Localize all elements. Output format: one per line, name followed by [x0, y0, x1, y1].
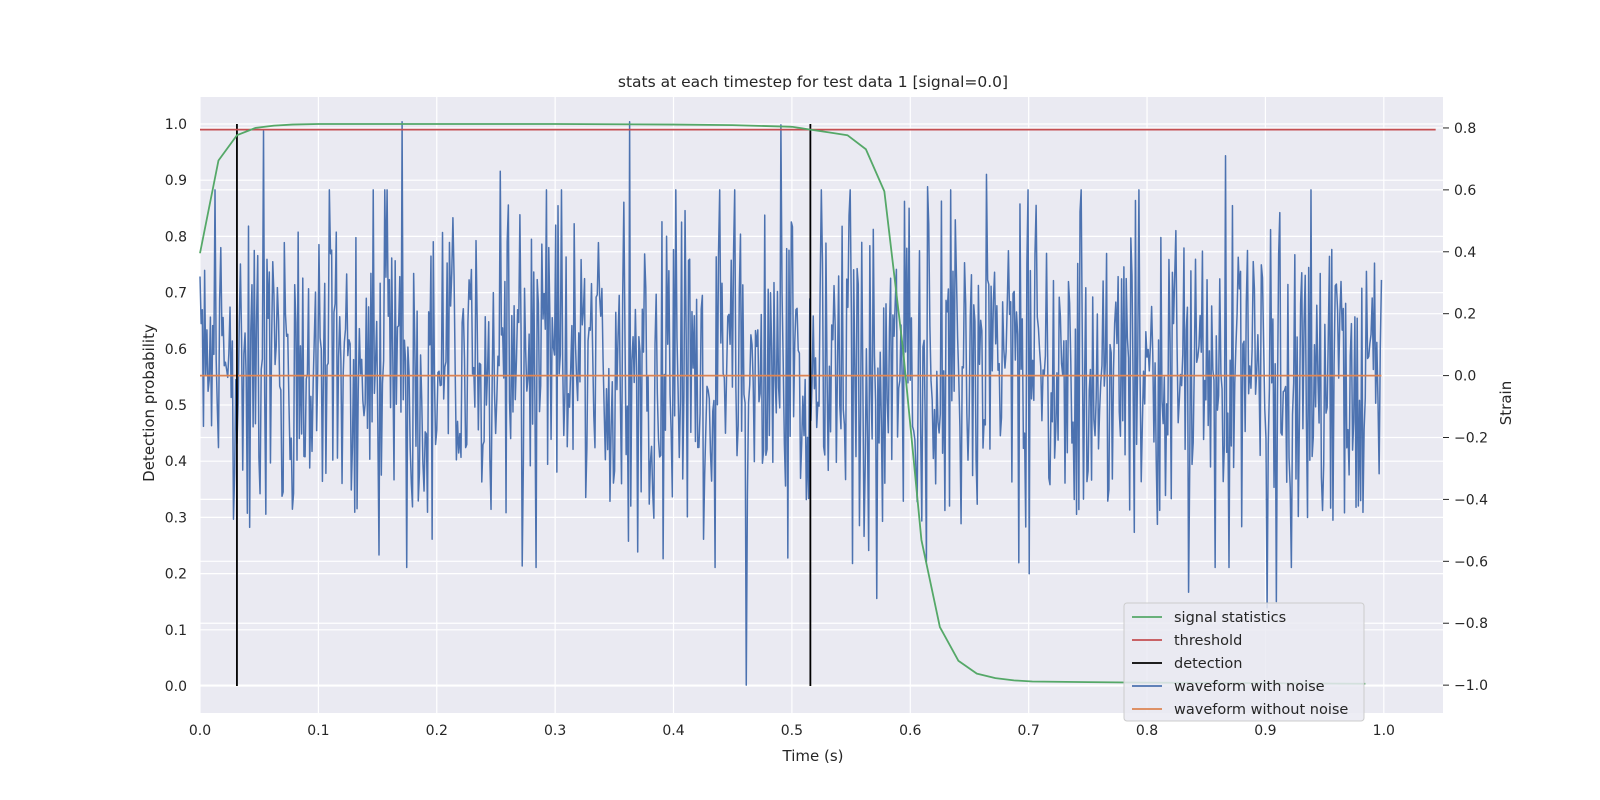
y-tick-label-right: 0.2 — [1454, 307, 1476, 323]
legend: signal statistics threshold detection wavef… — [1123, 602, 1365, 722]
y-tick-label-left: 0.8 — [165, 229, 187, 245]
y-tick-label-right: 0.6 — [1454, 183, 1476, 199]
y-tick-label-right: −0.8 — [1454, 616, 1488, 632]
y-tick-label-right: −1.0 — [1454, 678, 1488, 694]
y-tick-label-left: 0.4 — [165, 454, 187, 470]
y-tick-label-left: 1.0 — [165, 117, 187, 133]
series-waveform-with-noise — [199, 121, 1383, 686]
y-tick-label-right: 0.8 — [1454, 121, 1476, 137]
y-tick-label-left: 0.2 — [165, 567, 187, 583]
series-signal-statistics — [199, 123, 1366, 685]
y-tick-label-left: 0.1 — [165, 623, 187, 639]
x-tick-label: 0.4 — [662, 723, 684, 739]
y-tick-label-right: −0.4 — [1454, 492, 1488, 508]
legend-label: signal statistics — [1174, 610, 1286, 626]
y-tick-label-left: 0.5 — [165, 398, 187, 414]
x-axis-label: Time (s) — [782, 747, 844, 765]
x-tick-label: 0.0 — [189, 723, 211, 739]
x-tick-label: 0.2 — [426, 723, 448, 739]
x-tick-label: 0.6 — [899, 723, 921, 739]
legend-label: waveform with noise — [1174, 679, 1325, 695]
legend-label: detection — [1174, 656, 1242, 672]
legend-label: waveform without noise — [1174, 702, 1348, 718]
y-axis-label-left: Detection probability — [140, 324, 158, 482]
x-axis-ticks: 0.0 0.1 0.2 0.3 0.4 0.5 0.6 0.7 0.8 0.9 1.0 — [189, 723, 1395, 739]
y-tick-label-right: −0.2 — [1454, 431, 1488, 447]
y-tick-label-right: −0.6 — [1454, 554, 1488, 570]
series-lines — [199, 121, 1436, 687]
x-tick-label: 0.8 — [1136, 723, 1158, 739]
left-axis-ticks: 0.0 0.1 0.2 0.3 0.4 0.5 0.6 0.7 0.8 0.9 1.0 — [165, 117, 187, 695]
legend-label: threshold — [1174, 633, 1242, 649]
x-tick-label: 0.3 — [544, 723, 566, 739]
y-tick-label-left: 0.3 — [165, 510, 187, 526]
x-tick-label: 1.0 — [1373, 723, 1395, 739]
x-tick-label: 0.5 — [781, 723, 803, 739]
y-tick-label-left: 0.6 — [165, 342, 187, 358]
y-tick-label-right: 0.0 — [1454, 369, 1476, 385]
right-axis-ticks: −1.0 −0.8 −0.6 −0.4 −0.2 0.0 0.2 0.4 0.6 0.8 — [1443, 121, 1488, 694]
y-tick-label-left: 0.9 — [165, 173, 187, 189]
y-tick-label-left: 0.0 — [165, 679, 187, 695]
x-tick-label: 0.9 — [1254, 723, 1276, 739]
y-tick-label-right: 0.4 — [1454, 245, 1476, 261]
x-tick-label: 0.1 — [307, 723, 329, 739]
x-tick-label: 0.7 — [1018, 723, 1040, 739]
y-tick-label-left: 0.7 — [165, 286, 187, 302]
legend-box — [1123, 602, 1365, 722]
chart-title: stats at each timestep for test data 1 [… — [618, 73, 1008, 91]
y-axis-label-right: Strain — [1497, 381, 1515, 425]
